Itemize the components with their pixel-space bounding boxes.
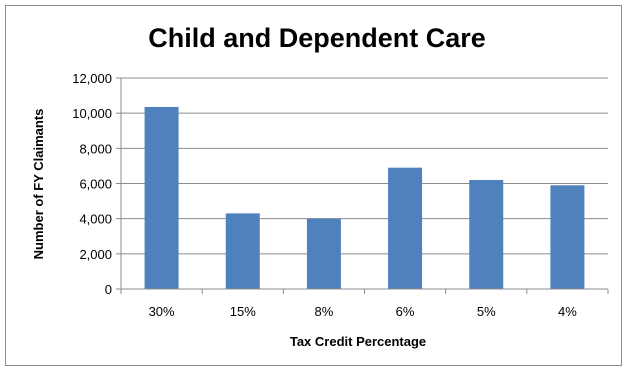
- bars: [144, 107, 585, 289]
- y-tick-label: 8,000: [79, 141, 112, 156]
- y-tick-label: 4,000: [79, 212, 112, 227]
- y-axis-label: Number of FY Claimants: [31, 109, 46, 260]
- y-tick-label: 10,000: [72, 106, 112, 121]
- chart-frame: [5, 5, 622, 366]
- y-tick-label: 6,000: [79, 177, 112, 192]
- x-tick-label: 6%: [396, 304, 415, 319]
- bar: [144, 107, 179, 289]
- y-tick-label: 2,000: [79, 247, 112, 262]
- gridlines: [121, 77, 608, 255]
- bar: [306, 218, 341, 289]
- x-axis-label: Tax Credit Percentage: [290, 334, 426, 349]
- bar: [550, 185, 585, 289]
- x-tick-label: 15%: [230, 304, 256, 319]
- bar: [225, 213, 260, 289]
- y-tick-labels: 0 2,000 4,000 6,000 8,000 10,000 12,000: [72, 71, 112, 297]
- axes: [116, 77, 609, 294]
- x-tick-label: 8%: [315, 304, 334, 319]
- x-tick-labels: 30% 15% 8% 6% 5% 4%: [149, 304, 578, 319]
- bar: [469, 179, 504, 289]
- y-tick-label: 12,000: [72, 71, 112, 86]
- bar: [388, 167, 423, 289]
- y-tick-label: 0: [105, 282, 112, 297]
- chart-title: Child and Dependent Care: [148, 23, 486, 53]
- x-tick-label: 4%: [558, 304, 577, 319]
- x-tick-label: 5%: [477, 304, 496, 319]
- x-tick-label: 30%: [149, 304, 175, 319]
